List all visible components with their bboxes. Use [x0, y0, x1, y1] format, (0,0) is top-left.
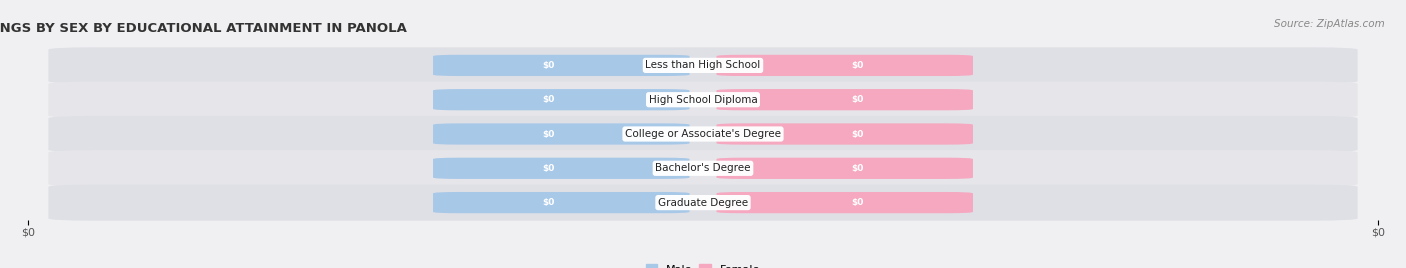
Text: Source: ZipAtlas.com: Source: ZipAtlas.com: [1274, 19, 1385, 29]
Text: $0: $0: [852, 61, 863, 70]
Text: Graduate Degree: Graduate Degree: [658, 198, 748, 208]
FancyBboxPatch shape: [433, 158, 689, 179]
FancyBboxPatch shape: [48, 82, 1358, 118]
Text: $0: $0: [543, 129, 554, 139]
FancyBboxPatch shape: [433, 89, 689, 110]
FancyBboxPatch shape: [48, 185, 1358, 221]
Text: High School Diploma: High School Diploma: [648, 95, 758, 105]
Text: Less than High School: Less than High School: [645, 60, 761, 70]
Text: $0: $0: [852, 95, 863, 104]
FancyBboxPatch shape: [717, 158, 973, 179]
FancyBboxPatch shape: [717, 89, 973, 110]
Text: Bachelor's Degree: Bachelor's Degree: [655, 163, 751, 173]
Text: EARNINGS BY SEX BY EDUCATIONAL ATTAINMENT IN PANOLA: EARNINGS BY SEX BY EDUCATIONAL ATTAINMEN…: [0, 21, 406, 35]
Text: College or Associate's Degree: College or Associate's Degree: [626, 129, 780, 139]
Text: $0: $0: [852, 198, 863, 207]
FancyBboxPatch shape: [433, 123, 689, 145]
FancyBboxPatch shape: [48, 150, 1358, 186]
Text: $0: $0: [543, 198, 554, 207]
Text: $0: $0: [852, 129, 863, 139]
Text: $0: $0: [543, 61, 554, 70]
Text: $0: $0: [543, 164, 554, 173]
FancyBboxPatch shape: [433, 192, 689, 213]
Text: $0: $0: [852, 164, 863, 173]
FancyBboxPatch shape: [717, 192, 973, 213]
Text: $0: $0: [543, 95, 554, 104]
FancyBboxPatch shape: [433, 55, 689, 76]
FancyBboxPatch shape: [48, 116, 1358, 152]
Legend: Male, Female: Male, Female: [641, 260, 765, 268]
FancyBboxPatch shape: [48, 47, 1358, 83]
FancyBboxPatch shape: [717, 55, 973, 76]
FancyBboxPatch shape: [717, 123, 973, 145]
